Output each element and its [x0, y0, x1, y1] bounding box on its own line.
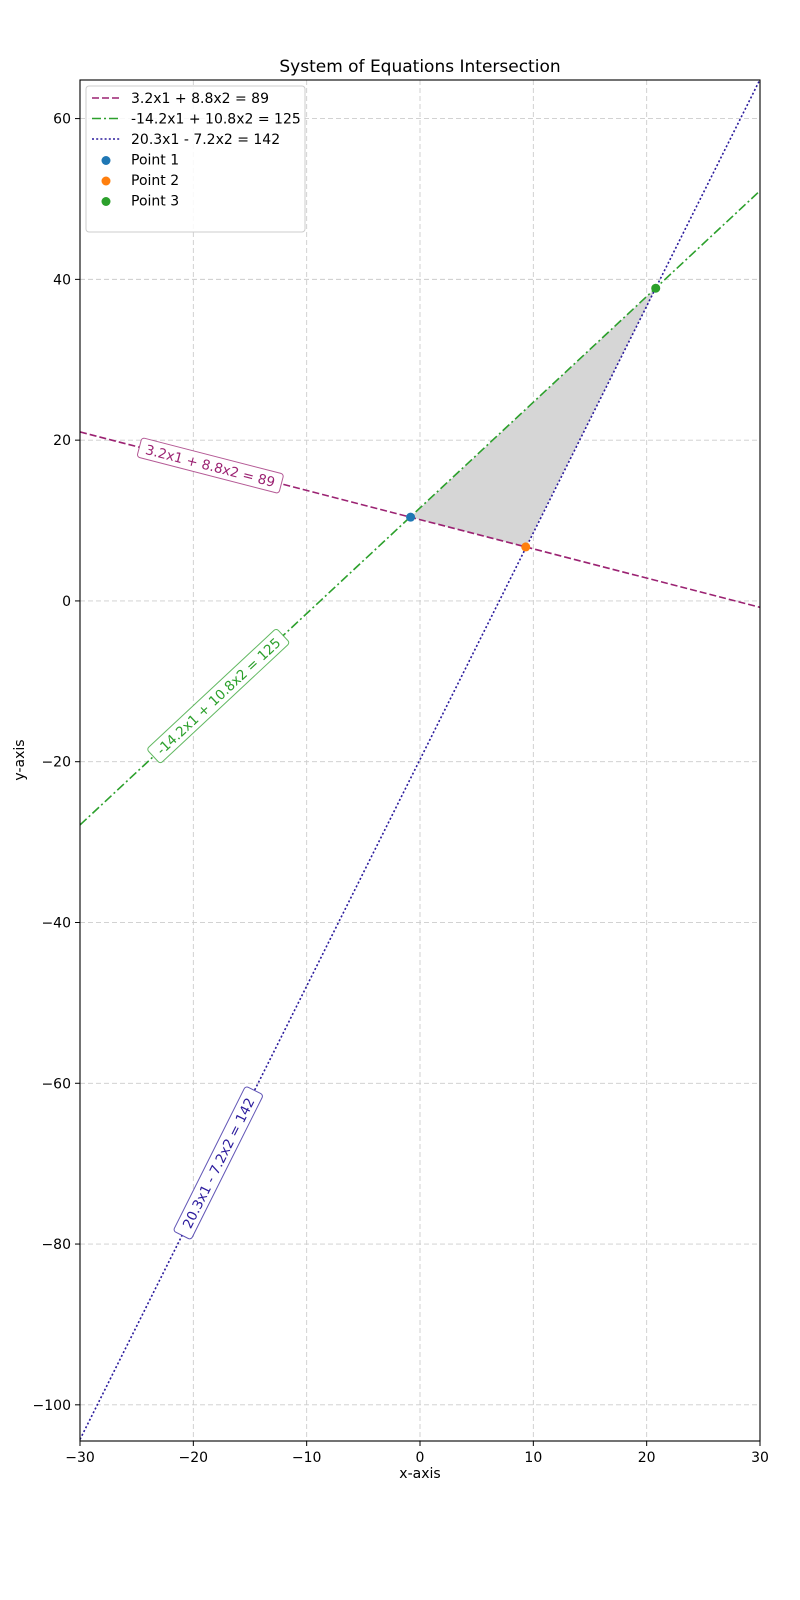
y-axis-label: y-axis	[12, 739, 28, 780]
x-tick-label: 30	[751, 1450, 769, 1466]
legend: 3.2x1 + 8.8x2 = 89 -14.2x1 + 10.8x2 = 125…	[85, 85, 306, 233]
legend-label: Point 2	[131, 173, 179, 189]
y-tick-label: 20	[53, 433, 71, 449]
intersection-point-1	[406, 512, 416, 522]
y-tick-label: 60	[53, 112, 71, 128]
y-tick-label: −20	[41, 755, 71, 771]
intersection-point-3	[651, 283, 661, 293]
legend-point-swatch	[101, 176, 111, 186]
x-tick-label: −20	[179, 1450, 209, 1466]
line-label-box	[137, 437, 284, 494]
x-tick-label: 0	[416, 1450, 425, 1466]
legend-label: -14.2x1 + 10.8x2 = 125	[131, 112, 301, 128]
intersection-point-2	[521, 542, 531, 552]
legend-point-swatch	[101, 156, 111, 165]
x-tick-label: 20	[638, 1450, 656, 1466]
y-tick-label: −100	[33, 1398, 71, 1414]
series-line-1	[80, 431, 760, 609]
region-layer	[410, 288, 656, 547]
shaded-region	[410, 288, 656, 547]
x-tick-label: −30	[65, 1450, 95, 1466]
legend-label: 3.2x1 + 8.8x2 = 89	[131, 91, 269, 107]
legend-point-swatch	[101, 197, 111, 206]
x-tick-label: 10	[524, 1450, 542, 1466]
legend-label: 20.3x1 - 7.2x2 = 142	[131, 132, 280, 148]
x-axis-label: x-axis	[399, 1466, 440, 1482]
points-layer	[406, 283, 661, 552]
y-tick-label: −40	[41, 915, 71, 931]
y-tick-label: 40	[53, 272, 71, 288]
legend-box	[85, 85, 306, 233]
line-label-box	[147, 628, 290, 764]
line-label-box	[173, 1086, 263, 1240]
x-tick-label: −10	[292, 1450, 322, 1466]
y-tick-label: 0	[62, 594, 71, 610]
y-tick-label: −80	[41, 1237, 71, 1253]
y-tick-label: −60	[41, 1076, 71, 1092]
legend-label: Point 1	[131, 153, 179, 169]
legend-label: Point 3	[131, 194, 179, 210]
chart-title: System of Equations Intersection	[279, 57, 560, 77]
